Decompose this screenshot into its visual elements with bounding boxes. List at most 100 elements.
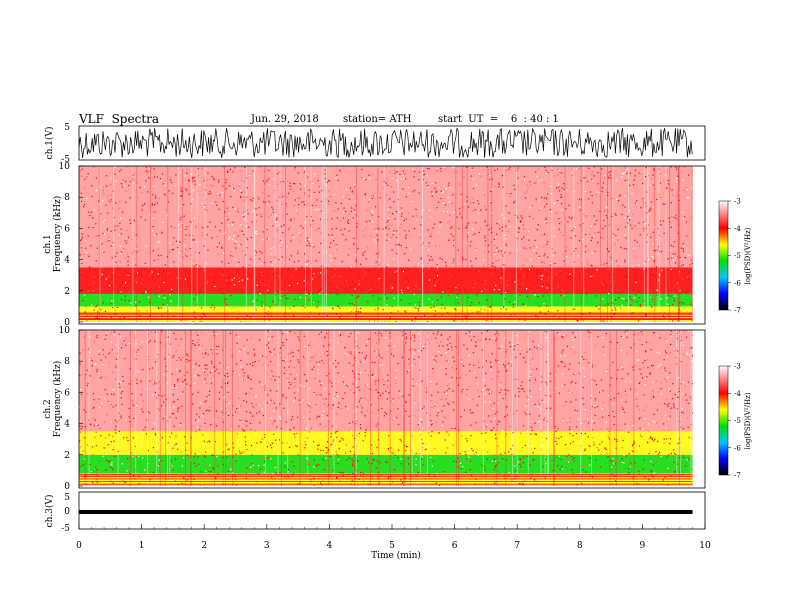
ch1-spec-speckle <box>263 170 265 172</box>
ch2-spec-speckle <box>575 333 577 335</box>
ch1-spec-speckle <box>532 217 535 219</box>
ch1-spec-speckle <box>110 199 112 201</box>
ch2-spec-speckle <box>673 461 675 463</box>
ch2-spec-speckle <box>529 390 531 392</box>
ch1-spec-speckle <box>300 296 302 298</box>
ch2-spec-speckle <box>407 457 409 459</box>
ch1-spec-speckle <box>471 169 473 171</box>
ch1-spec-speckle <box>489 179 491 181</box>
ch1-spec-speckle <box>431 259 433 261</box>
ch2-spec-speckle <box>519 479 521 481</box>
ch2-spec-speckle <box>157 353 159 355</box>
ch2-spec-speckle <box>238 444 241 446</box>
ch2-spec-speckle <box>594 380 596 382</box>
ch2-spec-speckle <box>497 402 499 404</box>
ch2-spec-speckle <box>423 406 425 408</box>
ch2-spec-speckle <box>113 350 115 352</box>
ch2-spec-speckle <box>203 440 205 442</box>
ch1-colorbar-label: log(PSD)(V²/Hz) <box>744 227 752 284</box>
ch2-spec-speckle <box>284 462 286 464</box>
ch1-spec-speckle <box>434 284 436 286</box>
ch2-spec-speckle <box>79 363 81 365</box>
ch1-spec-speckle <box>217 193 219 195</box>
ch1-spec-speckle <box>105 278 107 280</box>
ch1-spec-speckle <box>561 172 563 174</box>
ch2-spec-speckle <box>245 392 247 394</box>
ch1-spec-speckle <box>201 167 203 169</box>
ch1-spec-speckle <box>500 273 502 275</box>
ch2-spec-speckle <box>611 460 614 462</box>
ch1-spec-speckle <box>599 192 601 194</box>
ch1-spec-speckle <box>439 221 441 223</box>
ch2-spec-speckle <box>670 407 672 409</box>
ch2-spec-speckle <box>244 430 246 432</box>
ch2-spec-speckle <box>564 444 567 446</box>
ch2-spec-speckle <box>264 460 266 463</box>
ch1-spec-speckle <box>100 309 102 311</box>
ch2-spec-speckle <box>500 389 502 391</box>
ch1-spec-speckle <box>670 268 672 270</box>
ch1-spec-speckle <box>92 227 94 229</box>
ch1-spec-speckle <box>306 293 308 295</box>
ch2-spec-speckle <box>101 376 103 378</box>
ch1-spec-speckle <box>541 234 543 236</box>
ch2-spec-speckle <box>260 468 262 470</box>
ch2-spec-speckle <box>593 422 595 424</box>
ch2-spec-speckle <box>226 456 228 458</box>
ch2-spec-speckle <box>320 482 322 484</box>
ch1-spec-speckle <box>180 251 182 253</box>
ch1-spec-speckle <box>290 300 292 302</box>
ch1-spec-speckle <box>663 317 665 319</box>
ch1-spec-speckle <box>555 212 557 214</box>
ch2-spec-speckle <box>555 387 557 389</box>
ch1-spec-speckle <box>395 321 397 322</box>
ch2-spec-speckle <box>468 386 470 388</box>
ch2-spec-speckle <box>176 444 178 446</box>
ch2-spec-speckle <box>530 426 532 428</box>
ch2-spec-speckle <box>686 336 688 338</box>
ch1-spec-speckle <box>650 236 652 238</box>
ch2-spec-speckle <box>397 423 400 425</box>
ch2-spec-speckle <box>594 407 596 409</box>
ch2-spec-speckle <box>472 412 474 414</box>
ch2-spec-speckle <box>290 373 292 375</box>
ch1-spec-speckle <box>643 221 645 223</box>
ch1-spec-speckle <box>239 170 241 172</box>
ch1-spec-speckle <box>388 238 390 240</box>
ch2-spec-speckle <box>543 465 545 468</box>
ch1-spec-speckle <box>157 273 159 275</box>
ch2-spec-speckle <box>128 343 130 345</box>
ch1-spec-speckle <box>587 249 589 251</box>
ch2-spec-speckle <box>393 345 395 347</box>
ch2-spec-speckle <box>353 411 355 413</box>
ch1-spec-speckle <box>439 245 441 247</box>
ch1-spec-speckle <box>660 298 662 300</box>
ch1-spec-speckle <box>408 212 410 214</box>
ch2-spec-speckle <box>272 473 274 475</box>
ch2-spec-speckle <box>218 481 220 483</box>
ch1-spec-speckle <box>618 297 620 299</box>
ch2-spec-speckle <box>687 426 689 428</box>
ch2-spec-speckle <box>472 450 474 452</box>
ch1-spec-speckle <box>377 215 380 217</box>
ch1-spec-speckle <box>107 199 109 201</box>
ch2-spec-speckle <box>255 394 257 396</box>
ch2-spec-speckle <box>211 362 213 365</box>
ch1-spec-speckle <box>448 239 450 241</box>
ch1-spec-speckle <box>602 228 604 230</box>
ch2-spec-speckle <box>576 420 578 422</box>
ch1-spec-speckle <box>584 190 586 193</box>
ch1-spec-speckle <box>200 320 203 322</box>
ch1-spec-speckle <box>182 256 184 258</box>
ch1-spec-speckle <box>487 244 490 246</box>
ch2-spec-speckle <box>250 388 252 390</box>
ch2-spec-speckle <box>158 463 161 465</box>
ch2-spec-speckle <box>677 442 679 445</box>
ch2-spec-speckle <box>447 402 449 404</box>
ch1-spec-speckle <box>438 187 440 189</box>
ch1-spec-speckle <box>557 310 559 312</box>
ch2-spec-speckle <box>118 383 120 385</box>
ch1-spec-speckle <box>256 283 258 285</box>
ch1-spec-speckle <box>265 311 267 314</box>
